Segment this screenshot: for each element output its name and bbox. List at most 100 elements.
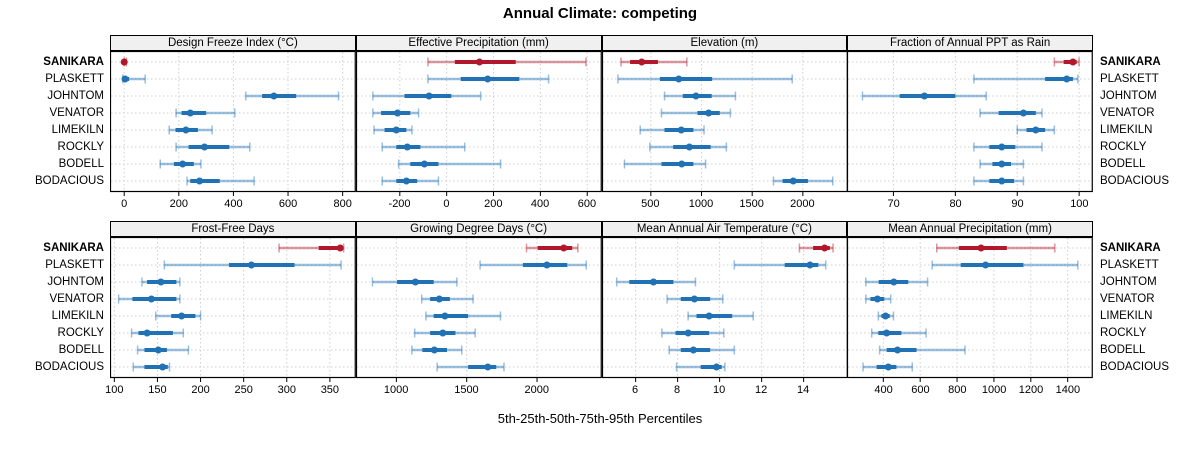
series-limekiln: [424, 311, 501, 321]
median-dot: [789, 177, 797, 185]
median-dot: [392, 126, 400, 134]
site-label-left-venator: VENATOR: [49, 293, 104, 305]
site-label-right-bodell: BODELL: [1100, 344, 1146, 356]
panel-plot-design-freeze-index-c: [110, 51, 356, 196]
site-label-left-rockly: ROCKLY: [57, 327, 104, 339]
axis-tick-label: 600: [911, 384, 930, 396]
series-plaskett: [479, 260, 587, 270]
site-label-left-sanikara: SANIKARA: [43, 56, 104, 68]
median-dot: [420, 160, 428, 168]
median-dot: [483, 75, 491, 83]
axis-tick-label: 200: [484, 198, 503, 210]
axis-tick-label: 1200: [1018, 384, 1044, 396]
site-label-left-sanikara: SANIKARA: [43, 242, 104, 254]
series-bodell: [136, 345, 190, 355]
axis-tick-label: 500: [641, 198, 660, 210]
series-venator: [865, 294, 892, 304]
median-dot: [690, 295, 698, 303]
panel-strip-effective-precipitation: Effective Precipitation (mm): [355, 35, 602, 51]
panel-border: [601, 51, 848, 193]
series-limekiln: [638, 125, 705, 135]
panel-plot-elevation-m: [601, 51, 848, 196]
panel-border: [355, 237, 602, 379]
axis-tick-label: 1000: [383, 384, 409, 396]
series-johntom: [141, 277, 181, 287]
axis-tick-label: 1400: [1055, 384, 1081, 396]
series-limekiln: [154, 311, 202, 321]
site-label-left-bodell: BODELL: [58, 344, 104, 356]
median-dot: [685, 143, 693, 151]
panel-plot-mean-annual-air-temperature-c: [601, 237, 848, 382]
series-johntom: [244, 91, 340, 101]
median-dot: [885, 363, 893, 371]
series-bodacious: [132, 362, 171, 372]
panel-plot-growing-degree-days-c: [355, 237, 602, 382]
site-label-right-bodacious: BODACIOUS: [1100, 361, 1170, 373]
axis-tick-label: 400: [874, 384, 893, 396]
axis-tick-label: 300: [277, 384, 296, 396]
series-rockly: [871, 328, 928, 338]
axis-tick-label: 600: [278, 198, 298, 210]
site-label-left-bodacious: BODACIOUS: [34, 361, 104, 373]
axis-tick-label: 1000: [981, 384, 1007, 396]
series-plaskett: [616, 74, 793, 84]
median-dot: [705, 312, 713, 320]
median-dot: [1063, 75, 1071, 83]
axis-tick-label: 80: [949, 198, 962, 210]
median-dot: [143, 329, 151, 337]
series-rockly: [413, 328, 476, 338]
median-dot: [998, 177, 1006, 185]
site-label-right-bodell: BODELL: [1100, 158, 1146, 170]
axis-title: 5th-25th-50th-75th-95th Percentiles: [497, 411, 703, 426]
median-dot: [425, 92, 433, 100]
series-venator: [665, 294, 724, 304]
series-rockly: [175, 142, 251, 152]
median-dot: [157, 278, 165, 286]
median-dot: [977, 244, 985, 252]
series-limekiln: [1016, 125, 1056, 135]
series-plaskett: [163, 260, 342, 270]
series-sanikara: [278, 243, 345, 253]
panel-strip-design-freeze-index: Design Freeze Index (°C): [110, 35, 356, 51]
median-dot: [439, 329, 447, 337]
median-dot: [1020, 109, 1028, 117]
median-dot: [712, 363, 720, 371]
chart-title: Annual Climate: competing: [502, 5, 698, 22]
site-label-left-plaskett: PLASKETT: [45, 259, 104, 271]
series-venator: [660, 108, 731, 118]
axis-tick-label: 250: [234, 384, 253, 396]
axis-tick-label: 1500: [739, 198, 764, 210]
series-rockly: [648, 142, 727, 152]
site-label-left-johntom: JOHNTOM: [47, 276, 104, 288]
series-rockly: [381, 142, 466, 152]
median-dot: [560, 244, 568, 252]
series-bodell: [159, 159, 202, 169]
series-rockly: [973, 142, 1043, 152]
panel-border: [110, 51, 356, 193]
series-plaskett: [973, 74, 1079, 84]
axis-tick-label: 200: [191, 384, 210, 396]
series-sanikara: [936, 243, 1056, 253]
median-dot: [247, 261, 255, 269]
axis-tick-label: 150: [148, 384, 167, 396]
panel-strip-mean-annual-precipitation: Mean Annual Precipitation (mm): [847, 221, 1093, 237]
median-dot: [411, 278, 419, 286]
series-venator: [420, 294, 474, 304]
site-label-left-limekiln: LIMEKILN: [51, 310, 104, 322]
series-limekiln: [373, 125, 413, 135]
site-label-right-rockly: ROCKLY: [1100, 141, 1147, 153]
axis-tick-label: 90: [1011, 198, 1024, 210]
site-label-right-johntom: JOHNTOM: [1100, 276, 1157, 288]
axis-tick-label: 70: [887, 198, 900, 210]
axis-tick-label: 0: [443, 198, 450, 210]
site-label-right-limekiln: LIMEKILN: [1100, 124, 1153, 136]
series-rockly: [660, 328, 725, 338]
series-sanikara: [1053, 57, 1081, 67]
series-bodell: [879, 345, 966, 355]
site-label-left-bodell: BODELL: [58, 158, 104, 170]
median-dot: [805, 261, 813, 269]
site-label-right-sanikara: SANIKARA: [1100, 56, 1161, 68]
site-label-right-plaskett: PLASKETT: [1100, 259, 1159, 271]
median-dot: [674, 75, 682, 83]
site-label-right-sanikara: SANIKARA: [1100, 242, 1161, 254]
